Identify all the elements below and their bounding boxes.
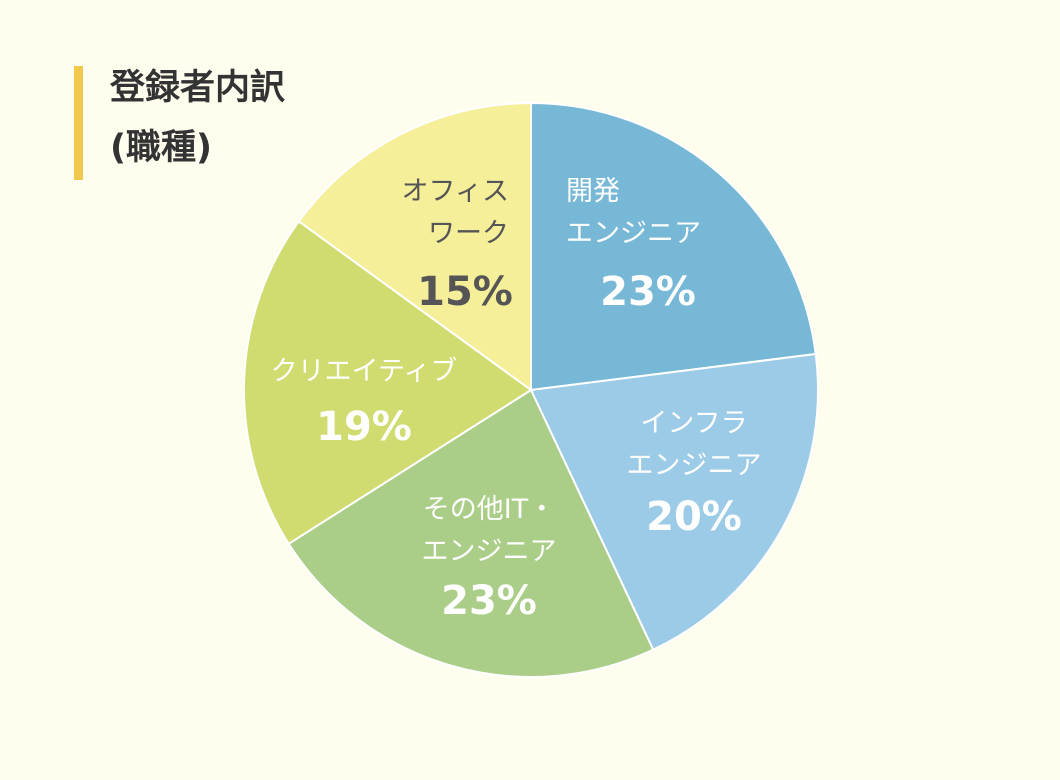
slice-label-3: その他IT・エンジニア: [422, 494, 557, 567]
pie-slice-2: [529, 352, 819, 652]
slice-value-5: 15%: [417, 269, 513, 315]
slice-value-2: 20%: [646, 494, 742, 540]
chart-title-line-1: 登録者内訳: [110, 68, 286, 108]
pie-slice-4: [243, 219, 533, 546]
pie-slice-5: [297, 101, 532, 392]
slice-value-4: 19%: [316, 404, 412, 450]
slice-value-1: 23%: [600, 269, 696, 315]
chart-title-line-2: (職種): [110, 128, 212, 168]
slice-label-5: オフィスワーク: [402, 176, 509, 249]
slice-label-1: 開発エンジニア: [566, 176, 701, 249]
slice-value-3: 23%: [441, 578, 537, 624]
chart-title: 登録者内訳 (職種): [74, 66, 285, 180]
pie-slice-1: [530, 101, 817, 392]
slice-label-4: クリエイティブ: [271, 356, 458, 387]
slice-label-2: インフラエンジニア: [627, 408, 762, 481]
pie-slice-3: [287, 388, 655, 678]
